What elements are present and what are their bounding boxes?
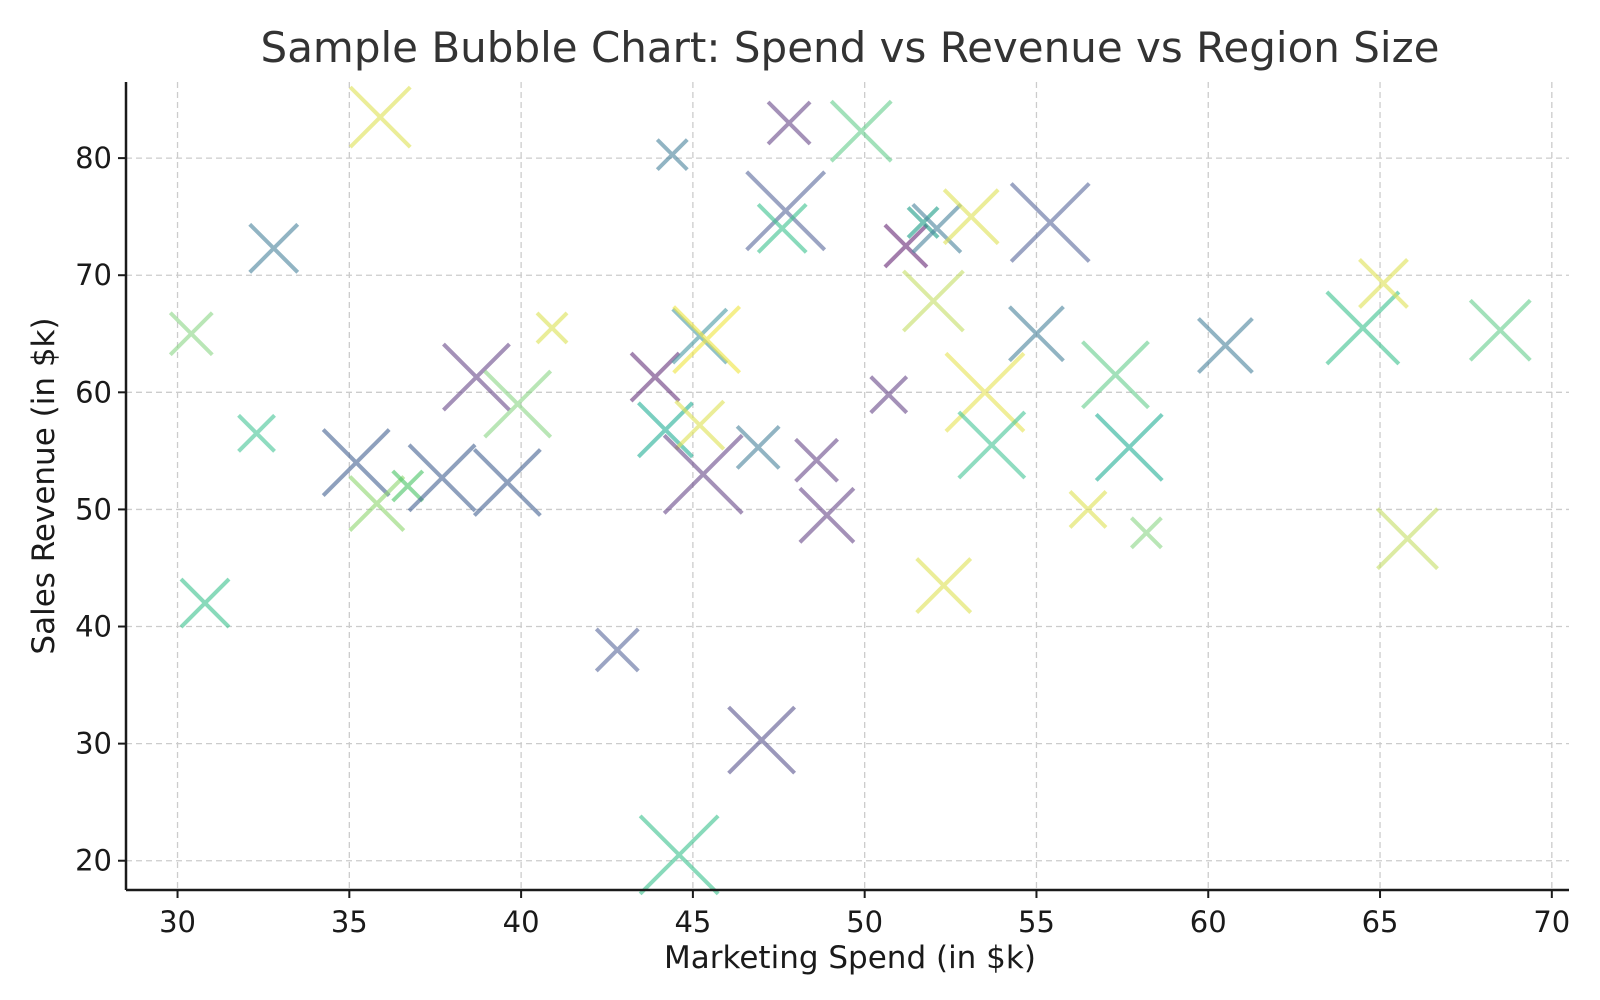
data-point — [672, 305, 742, 375]
x-tick-label: 30 — [159, 905, 196, 939]
x-axis-ticks: 30 35 40 45 50 55 60 65 70 — [159, 890, 1570, 939]
data-point — [1068, 490, 1108, 529]
y-tick-label: 60 — [75, 375, 112, 409]
grid — [126, 82, 1569, 890]
data-point — [472, 448, 542, 517]
data-point — [766, 100, 812, 146]
data-point — [911, 202, 963, 254]
data-point — [671, 307, 729, 365]
data-point — [727, 705, 797, 775]
data-markers — [168, 85, 1532, 896]
data-point — [957, 410, 1027, 480]
data-point — [179, 577, 231, 629]
x-tick-label: 65 — [1362, 905, 1399, 939]
data-point — [321, 428, 391, 497]
chart-title: Sample Bubble Chart: Spend vs Revenue vs… — [261, 23, 1440, 72]
data-point — [1325, 290, 1401, 366]
data-point — [168, 311, 214, 357]
y-tick-label: 40 — [75, 610, 112, 644]
data-point — [944, 351, 1026, 433]
x-axis-label: Marketing Spend (in $k) — [664, 940, 1036, 976]
data-point — [1129, 516, 1163, 550]
x-tick-label: 70 — [1533, 905, 1570, 939]
data-point — [869, 375, 909, 415]
x-tick-label: 45 — [674, 905, 711, 939]
y-tick-label: 30 — [75, 727, 112, 761]
y-tick-label: 80 — [75, 141, 112, 175]
data-point — [237, 413, 276, 453]
data-point — [407, 443, 477, 513]
data-point — [348, 475, 406, 532]
data-point — [1094, 412, 1164, 482]
data-point — [483, 369, 553, 439]
x-tick-label: 60 — [1190, 905, 1227, 939]
data-point — [248, 222, 300, 274]
data-point — [655, 138, 689, 172]
data-point — [1468, 298, 1532, 362]
data-point — [348, 85, 412, 149]
y-tick-label: 70 — [75, 258, 112, 292]
x-tick-label: 50 — [846, 905, 883, 939]
data-point — [942, 188, 1000, 246]
data-point — [1009, 182, 1091, 263]
data-point — [756, 202, 808, 254]
data-point — [735, 424, 781, 470]
data-point — [745, 170, 827, 252]
data-point — [636, 401, 694, 459]
x-tick-label: 35 — [331, 905, 368, 939]
y-tick-label: 20 — [75, 844, 112, 878]
y-axis-ticks: 20 30 40 50 60 70 80 — [75, 141, 126, 878]
data-point — [391, 469, 425, 503]
data-point — [883, 223, 929, 269]
data-point — [829, 99, 893, 163]
data-point — [1376, 507, 1439, 571]
data-point — [638, 814, 720, 896]
data-point — [594, 627, 640, 673]
data-point — [674, 399, 726, 451]
data-point — [1197, 317, 1254, 374]
data-point — [794, 437, 839, 483]
data-point — [1008, 305, 1065, 363]
data-point — [798, 486, 856, 544]
data-point — [901, 269, 965, 333]
data-point — [535, 311, 569, 345]
y-tick-label: 50 — [75, 492, 112, 526]
data-point — [662, 433, 744, 515]
x-tick-label: 55 — [1018, 905, 1055, 939]
data-point — [629, 351, 681, 403]
y-axis-label: Sales Revenue (in $k) — [26, 317, 62, 654]
data-point — [915, 557, 973, 614]
data-point — [1358, 258, 1409, 309]
data-point — [1081, 340, 1150, 410]
data-point — [442, 342, 511, 412]
x-tick-label: 40 — [503, 905, 540, 939]
